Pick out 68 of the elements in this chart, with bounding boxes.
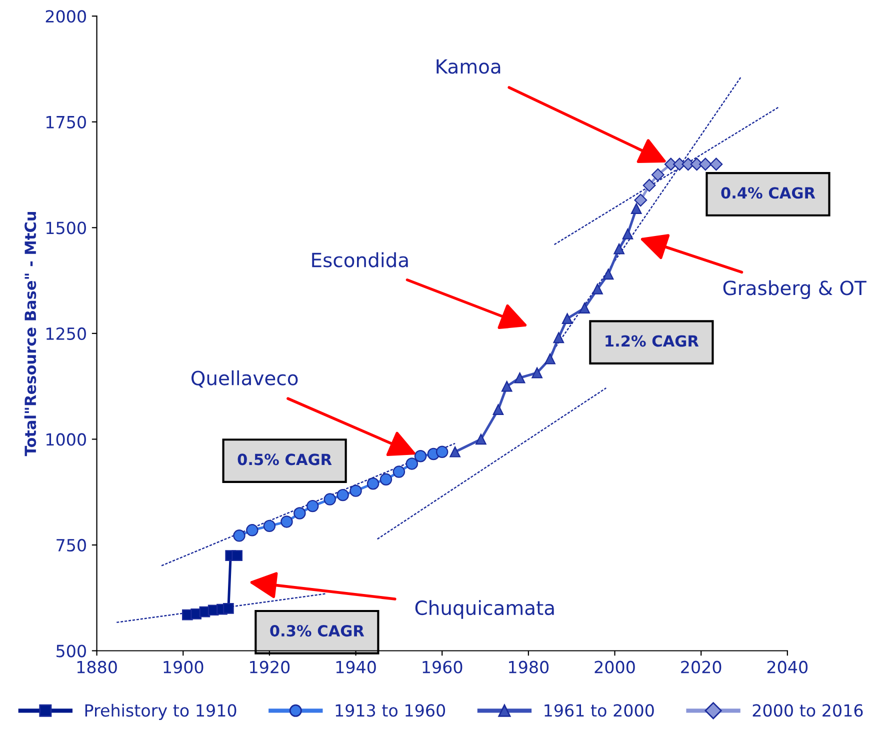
x-tick-label: 1940 xyxy=(336,660,376,674)
point xyxy=(263,520,276,532)
y-axis-title: Total"Resource Base" - MtCu xyxy=(24,212,36,456)
point xyxy=(436,446,448,458)
point xyxy=(350,484,362,497)
point xyxy=(579,302,590,314)
y-tick-label: 500 xyxy=(56,644,86,658)
point xyxy=(651,168,664,182)
point xyxy=(336,488,349,502)
x-tick-label: 1920 xyxy=(250,660,290,674)
point xyxy=(553,332,564,344)
point xyxy=(642,178,656,192)
point xyxy=(380,473,392,486)
x-tick-label: 1980 xyxy=(509,660,549,674)
y-tick-label: 750 xyxy=(56,538,86,552)
point xyxy=(710,158,723,171)
point xyxy=(476,434,486,445)
point xyxy=(223,603,234,614)
point xyxy=(562,313,573,324)
point xyxy=(450,446,460,458)
point xyxy=(690,158,704,171)
annotation: Chuquicamata xyxy=(415,600,554,619)
point xyxy=(622,228,634,240)
y-tick-label: 1500 xyxy=(46,222,86,234)
legend-label: 1961 to 2000 xyxy=(544,704,654,717)
point xyxy=(366,478,380,490)
annotation: 0.4% CAGR xyxy=(721,187,816,199)
annotation: 1.2% CAGR xyxy=(606,335,699,347)
y-tick-label: 1250 xyxy=(46,327,86,340)
y-tick-label: 2000 xyxy=(46,10,86,23)
point xyxy=(492,404,504,415)
point xyxy=(698,158,712,171)
x-tick-label: 1880 xyxy=(77,660,117,674)
point xyxy=(501,380,512,392)
x-tick-label: 2020 xyxy=(681,660,722,674)
annotation: Quellaveco xyxy=(191,370,298,388)
point xyxy=(306,500,319,512)
point xyxy=(602,268,614,280)
annotation: Kamoa xyxy=(436,59,500,74)
point xyxy=(232,550,242,561)
point xyxy=(414,450,427,462)
legend-label: 2000 to 2016 xyxy=(752,704,863,717)
y-tick-label: 1750 xyxy=(46,116,86,128)
point xyxy=(514,372,526,384)
point xyxy=(392,466,406,478)
point xyxy=(544,353,556,364)
point xyxy=(406,458,418,470)
y-tick-label: 1000 xyxy=(46,433,86,446)
annotation: Escondida xyxy=(312,252,408,268)
annotation: 0.3% CAGR xyxy=(270,625,364,637)
annotation: Grasberg & OT xyxy=(723,280,866,300)
point xyxy=(634,194,648,207)
x-tick-label: 2040 xyxy=(767,660,808,674)
x-tick-label: 1900 xyxy=(164,660,204,674)
legend-label: 1913 to 1960 xyxy=(336,704,446,717)
x-tick-label: 1960 xyxy=(422,660,462,674)
x-tick-label: 2000 xyxy=(594,660,635,674)
point xyxy=(324,493,336,506)
point xyxy=(294,507,306,520)
point xyxy=(532,367,542,378)
legend-label: Prehistory to 1910 xyxy=(85,704,236,720)
point xyxy=(233,530,246,542)
point xyxy=(592,284,603,294)
point xyxy=(630,203,642,214)
annotation: 0.5% CAGR xyxy=(238,454,332,466)
point xyxy=(614,243,624,254)
point xyxy=(280,516,293,528)
point xyxy=(246,524,258,536)
